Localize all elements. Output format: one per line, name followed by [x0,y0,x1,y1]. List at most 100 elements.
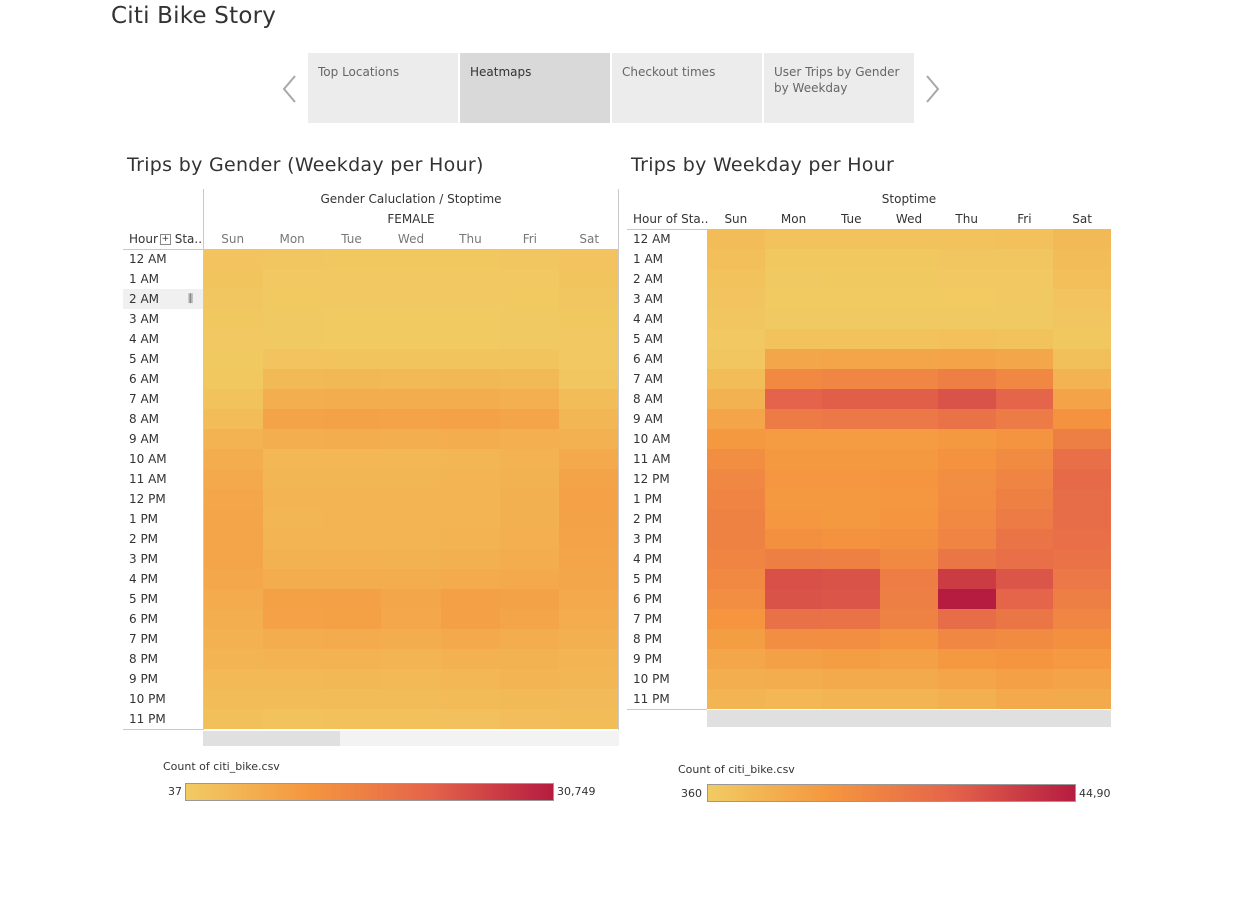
left-heatmap-cell[interactable] [322,569,382,589]
left-heatmap-cell[interactable] [322,309,382,329]
left-heatmap-cell[interactable] [558,549,618,569]
right-heatmap-cell[interactable] [995,469,1054,489]
right-heatmap-cell[interactable] [764,229,823,249]
left-heatmap-cell[interactable] [440,669,500,689]
right-heatmap-cell[interactable] [707,689,765,709]
left-heatmap-cell[interactable] [440,349,500,369]
right-row-label[interactable]: 9 PM [633,652,663,666]
horizontal-scrollbar[interactable] [707,710,1111,727]
left-heatmap-cell[interactable] [440,269,500,289]
left-heatmap-cell[interactable] [263,349,323,369]
right-heatmap-cell[interactable] [937,689,996,709]
left-heatmap-cell[interactable] [204,409,264,429]
right-heatmap-cell[interactable] [937,669,996,689]
left-heatmap-cell[interactable] [558,529,618,549]
left-row-label[interactable]: 10 PM [129,692,166,706]
right-heatmap-cell[interactable] [764,689,823,709]
left-heatmap-cell[interactable] [381,529,441,549]
left-heatmap-cell[interactable] [204,389,264,409]
right-row-label[interactable]: 12 AM [633,232,671,246]
right-heatmap-cell[interactable] [995,649,1054,669]
left-heatmap-cell[interactable] [322,549,382,569]
right-heatmap-cell[interactable] [937,249,996,269]
left-heatmap-cell[interactable] [381,369,441,389]
left-row-label[interactable]: 7 AM [129,392,160,406]
right-heatmap-cell[interactable] [880,569,938,589]
right-heatmap-cell[interactable] [995,409,1054,429]
right-heatmap-cell[interactable] [995,309,1054,329]
scrollbar-thumb[interactable] [203,731,340,746]
left-row-label[interactable]: 1 AM [129,272,160,286]
left-heatmap-cell[interactable] [204,449,264,469]
left-heatmap-cell[interactable] [322,249,382,269]
right-heatmap-cell[interactable] [1053,349,1111,369]
left-heatmap-cell[interactable] [499,309,559,329]
right-heatmap-cell[interactable] [1053,289,1111,309]
right-heatmap-cell[interactable] [937,569,996,589]
right-row-label[interactable]: 10 AM [633,432,671,446]
left-row-label[interactable]: 2 AM [129,292,160,306]
right-heatmap-cell[interactable] [880,449,938,469]
left-heatmap-cell[interactable] [322,589,382,609]
right-heatmap-cell[interactable] [764,549,823,569]
left-heatmap-cell[interactable] [204,689,264,709]
right-heatmap-cell[interactable] [1053,369,1111,389]
left-heatmap-cell[interactable] [499,469,559,489]
left-heatmap-cell[interactable] [204,349,264,369]
left-row-label[interactable]: 7 PM [129,632,159,646]
right-heatmap-cell[interactable] [764,469,823,489]
right-heatmap-cell[interactable] [764,369,823,389]
right-heatmap-cell[interactable] [995,589,1054,609]
left-heatmap-cell[interactable] [263,249,323,269]
right-heatmap-cell[interactable] [995,369,1054,389]
left-heatmap-cell[interactable] [440,569,500,589]
left-heatmap-cell[interactable] [263,409,323,429]
left-heatmap-cell[interactable] [440,649,500,669]
right-heatmap-cell[interactable] [707,589,765,609]
left-heatmap-cell[interactable] [499,269,559,289]
right-heatmap-cell[interactable] [764,649,823,669]
right-heatmap-cell[interactable] [1053,409,1111,429]
right-heatmap-cell[interactable] [764,529,823,549]
left-row-label[interactable]: 9 PM [129,672,159,686]
left-heatmap-cell[interactable] [558,669,618,689]
right-heatmap-cell[interactable] [764,389,823,409]
left-heatmap-cell[interactable] [499,449,559,469]
left-row-label[interactable]: 8 AM [129,412,160,426]
left-heatmap-cell[interactable] [381,329,441,349]
left-heatmap-cell[interactable] [381,489,441,509]
left-heatmap-cell[interactable] [499,629,559,649]
left-heatmap-cell[interactable] [322,269,382,289]
left-heatmap-cell[interactable] [263,309,323,329]
left-heatmap-cell[interactable] [440,429,500,449]
right-heatmap-cell[interactable] [995,689,1054,709]
left-heatmap-cell[interactable] [204,469,264,489]
right-heatmap-cell[interactable] [995,609,1054,629]
left-heatmap-cell[interactable] [558,309,618,329]
left-heatmap-cell[interactable] [440,389,500,409]
left-heatmap-cell[interactable] [381,589,441,609]
right-row-label[interactable]: 10 PM [633,672,670,686]
right-heatmap-cell[interactable] [822,329,881,349]
left-heatmap-cell[interactable] [204,369,264,389]
right-heatmap-cell[interactable] [1053,529,1111,549]
left-heatmap-cell[interactable] [558,629,618,649]
right-heatmap-cell[interactable] [707,669,765,689]
right-heatmap-cell[interactable] [822,689,881,709]
left-heatmap-cell[interactable] [322,669,382,689]
left-heatmap-cell[interactable] [263,709,323,729]
right-heatmap-cell[interactable] [764,509,823,529]
right-heatmap-cell[interactable] [937,369,996,389]
right-heatmap-cell[interactable] [1053,549,1111,569]
left-heatmap-cell[interactable] [381,429,441,449]
right-heatmap-cell[interactable] [707,249,765,269]
right-heatmap-cell[interactable] [880,589,938,609]
left-heatmap-cell[interactable] [204,309,264,329]
right-heatmap-cell[interactable] [937,389,996,409]
right-heatmap-cell[interactable] [880,629,938,649]
right-row-label[interactable]: 7 AM [633,372,664,386]
left-heatmap-cell[interactable] [381,309,441,329]
right-heatmap-cell[interactable] [937,429,996,449]
left-heatmap-cell[interactable] [263,269,323,289]
left-heatmap-cell[interactable] [558,269,618,289]
